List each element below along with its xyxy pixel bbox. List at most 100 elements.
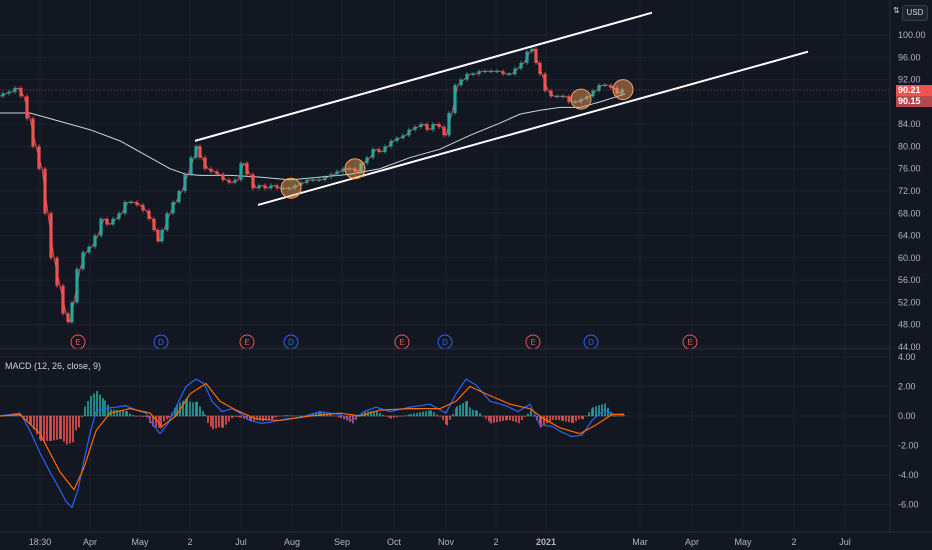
candle-body bbox=[75, 269, 79, 303]
macd-histogram-bar bbox=[442, 416, 444, 421]
candle-body bbox=[49, 213, 53, 258]
macd-histogram-bar bbox=[527, 413, 529, 416]
price-tick-label: 56.00 bbox=[898, 275, 921, 285]
candle-body bbox=[311, 179, 315, 181]
channel-trendline bbox=[194, 11, 653, 142]
candle-body bbox=[141, 204, 145, 211]
macd-histogram-bar bbox=[490, 416, 492, 424]
candle-body bbox=[70, 302, 74, 322]
macd-indicator-title[interactable]: MACD (12, 26, close, 9) bbox=[5, 361, 102, 371]
price-tick-label: 96.00 bbox=[898, 52, 921, 62]
highlight-circle bbox=[344, 158, 366, 180]
macd-histogram-bar bbox=[614, 416, 616, 417]
event-label: D bbox=[588, 338, 594, 347]
candle-body bbox=[395, 138, 399, 141]
macd-histogram-bar bbox=[449, 416, 451, 420]
scale-lock-icon[interactable]: ⇅ bbox=[893, 6, 900, 15]
event-label: E bbox=[530, 338, 535, 347]
macd-histogram-bar bbox=[53, 416, 55, 441]
macd-tick-label: 0.00 bbox=[898, 411, 916, 421]
macd-histogram-bar bbox=[215, 416, 217, 429]
candle-body bbox=[152, 218, 156, 230]
macd-histogram-bar bbox=[582, 416, 584, 420]
candle-body bbox=[135, 202, 139, 205]
macd-histogram-bar bbox=[202, 411, 204, 416]
macd-histogram-bar bbox=[604, 403, 606, 416]
price-tick-label: 92.00 bbox=[898, 75, 921, 85]
candle-body bbox=[215, 171, 219, 175]
macd-histogram-bar bbox=[210, 416, 212, 427]
price-tick-label: 84.00 bbox=[898, 119, 921, 129]
macd-histogram-bar bbox=[482, 415, 484, 417]
time-tick-label: Apr bbox=[83, 537, 97, 547]
time-tick-label: Jul bbox=[235, 537, 247, 547]
candle-body bbox=[407, 129, 411, 136]
macd-histogram-bar bbox=[136, 416, 138, 417]
event-label: D bbox=[442, 338, 448, 347]
candle-body bbox=[538, 62, 542, 74]
candle-body bbox=[567, 96, 571, 102]
macd-histogram-bar bbox=[240, 416, 242, 418]
macd-histogram-bar bbox=[446, 416, 448, 426]
macd-histogram-bar bbox=[139, 416, 141, 417]
candle-body bbox=[55, 257, 59, 286]
candle-body bbox=[383, 146, 387, 152]
macd-histogram-bar bbox=[399, 416, 401, 417]
highlight-circle bbox=[612, 79, 634, 101]
candle-body bbox=[275, 185, 279, 189]
candle-body bbox=[263, 185, 267, 189]
event-label: D bbox=[158, 338, 164, 347]
short-ma-line bbox=[0, 48, 625, 324]
candle-body bbox=[66, 313, 70, 322]
macd-histogram-bar bbox=[265, 416, 267, 421]
candle-body bbox=[371, 149, 375, 158]
candle-body bbox=[519, 62, 523, 69]
candle-body bbox=[37, 146, 41, 169]
candle-body bbox=[489, 71, 493, 73]
time-tick-label: 2021 bbox=[536, 537, 556, 547]
time-tick-label: Sep bbox=[334, 537, 350, 547]
currency-button[interactable]: USD bbox=[902, 5, 928, 21]
macd-histogram-bar bbox=[469, 407, 471, 416]
candle-body bbox=[183, 174, 187, 191]
candle-body bbox=[160, 230, 164, 242]
macd-histogram-bar bbox=[286, 415, 288, 416]
macd-histogram-bar bbox=[186, 398, 188, 416]
time-tick-label: Nov bbox=[438, 537, 455, 547]
macd-histogram-bar bbox=[555, 416, 557, 420]
candle-body bbox=[525, 51, 529, 63]
macd-histogram-bar bbox=[540, 416, 542, 428]
candle-body bbox=[579, 99, 583, 102]
time-tick-label: Oct bbox=[387, 537, 402, 547]
macd-histogram-bar bbox=[199, 406, 201, 416]
macd-histogram-bar bbox=[568, 416, 570, 423]
macd-histogram-bar bbox=[578, 416, 580, 420]
candle-body bbox=[413, 126, 417, 130]
candle-body bbox=[147, 210, 151, 219]
macd-histogram-bar bbox=[160, 416, 162, 429]
candle-body bbox=[353, 168, 357, 172]
macd-histogram-bar bbox=[119, 410, 121, 416]
candle-body bbox=[534, 48, 538, 63]
macd-histogram-bar bbox=[452, 413, 454, 416]
macd-histogram-bar bbox=[575, 416, 577, 422]
price-tick-label: 80.00 bbox=[898, 141, 921, 151]
macd-histogram-bar bbox=[289, 415, 291, 416]
macd-histogram-bar bbox=[588, 412, 590, 416]
candle-body bbox=[87, 246, 91, 253]
macd-histogram-bar bbox=[155, 416, 157, 428]
event-label: E bbox=[75, 338, 80, 347]
candle-body bbox=[530, 48, 534, 52]
macd-histogram-bar bbox=[312, 413, 314, 416]
candle-body bbox=[359, 163, 363, 172]
macd-histogram-bar bbox=[343, 416, 345, 420]
macd-histogram-bar bbox=[238, 416, 240, 418]
time-tick-label: May bbox=[734, 537, 752, 547]
macd-histogram-bar bbox=[385, 416, 387, 417]
macd-histogram-bar bbox=[166, 416, 168, 420]
candle-body bbox=[233, 179, 237, 183]
candle-body bbox=[177, 191, 181, 203]
candle-body bbox=[227, 179, 231, 183]
macd-histogram-bar bbox=[75, 416, 77, 431]
macd-histogram-bar bbox=[390, 416, 392, 419]
